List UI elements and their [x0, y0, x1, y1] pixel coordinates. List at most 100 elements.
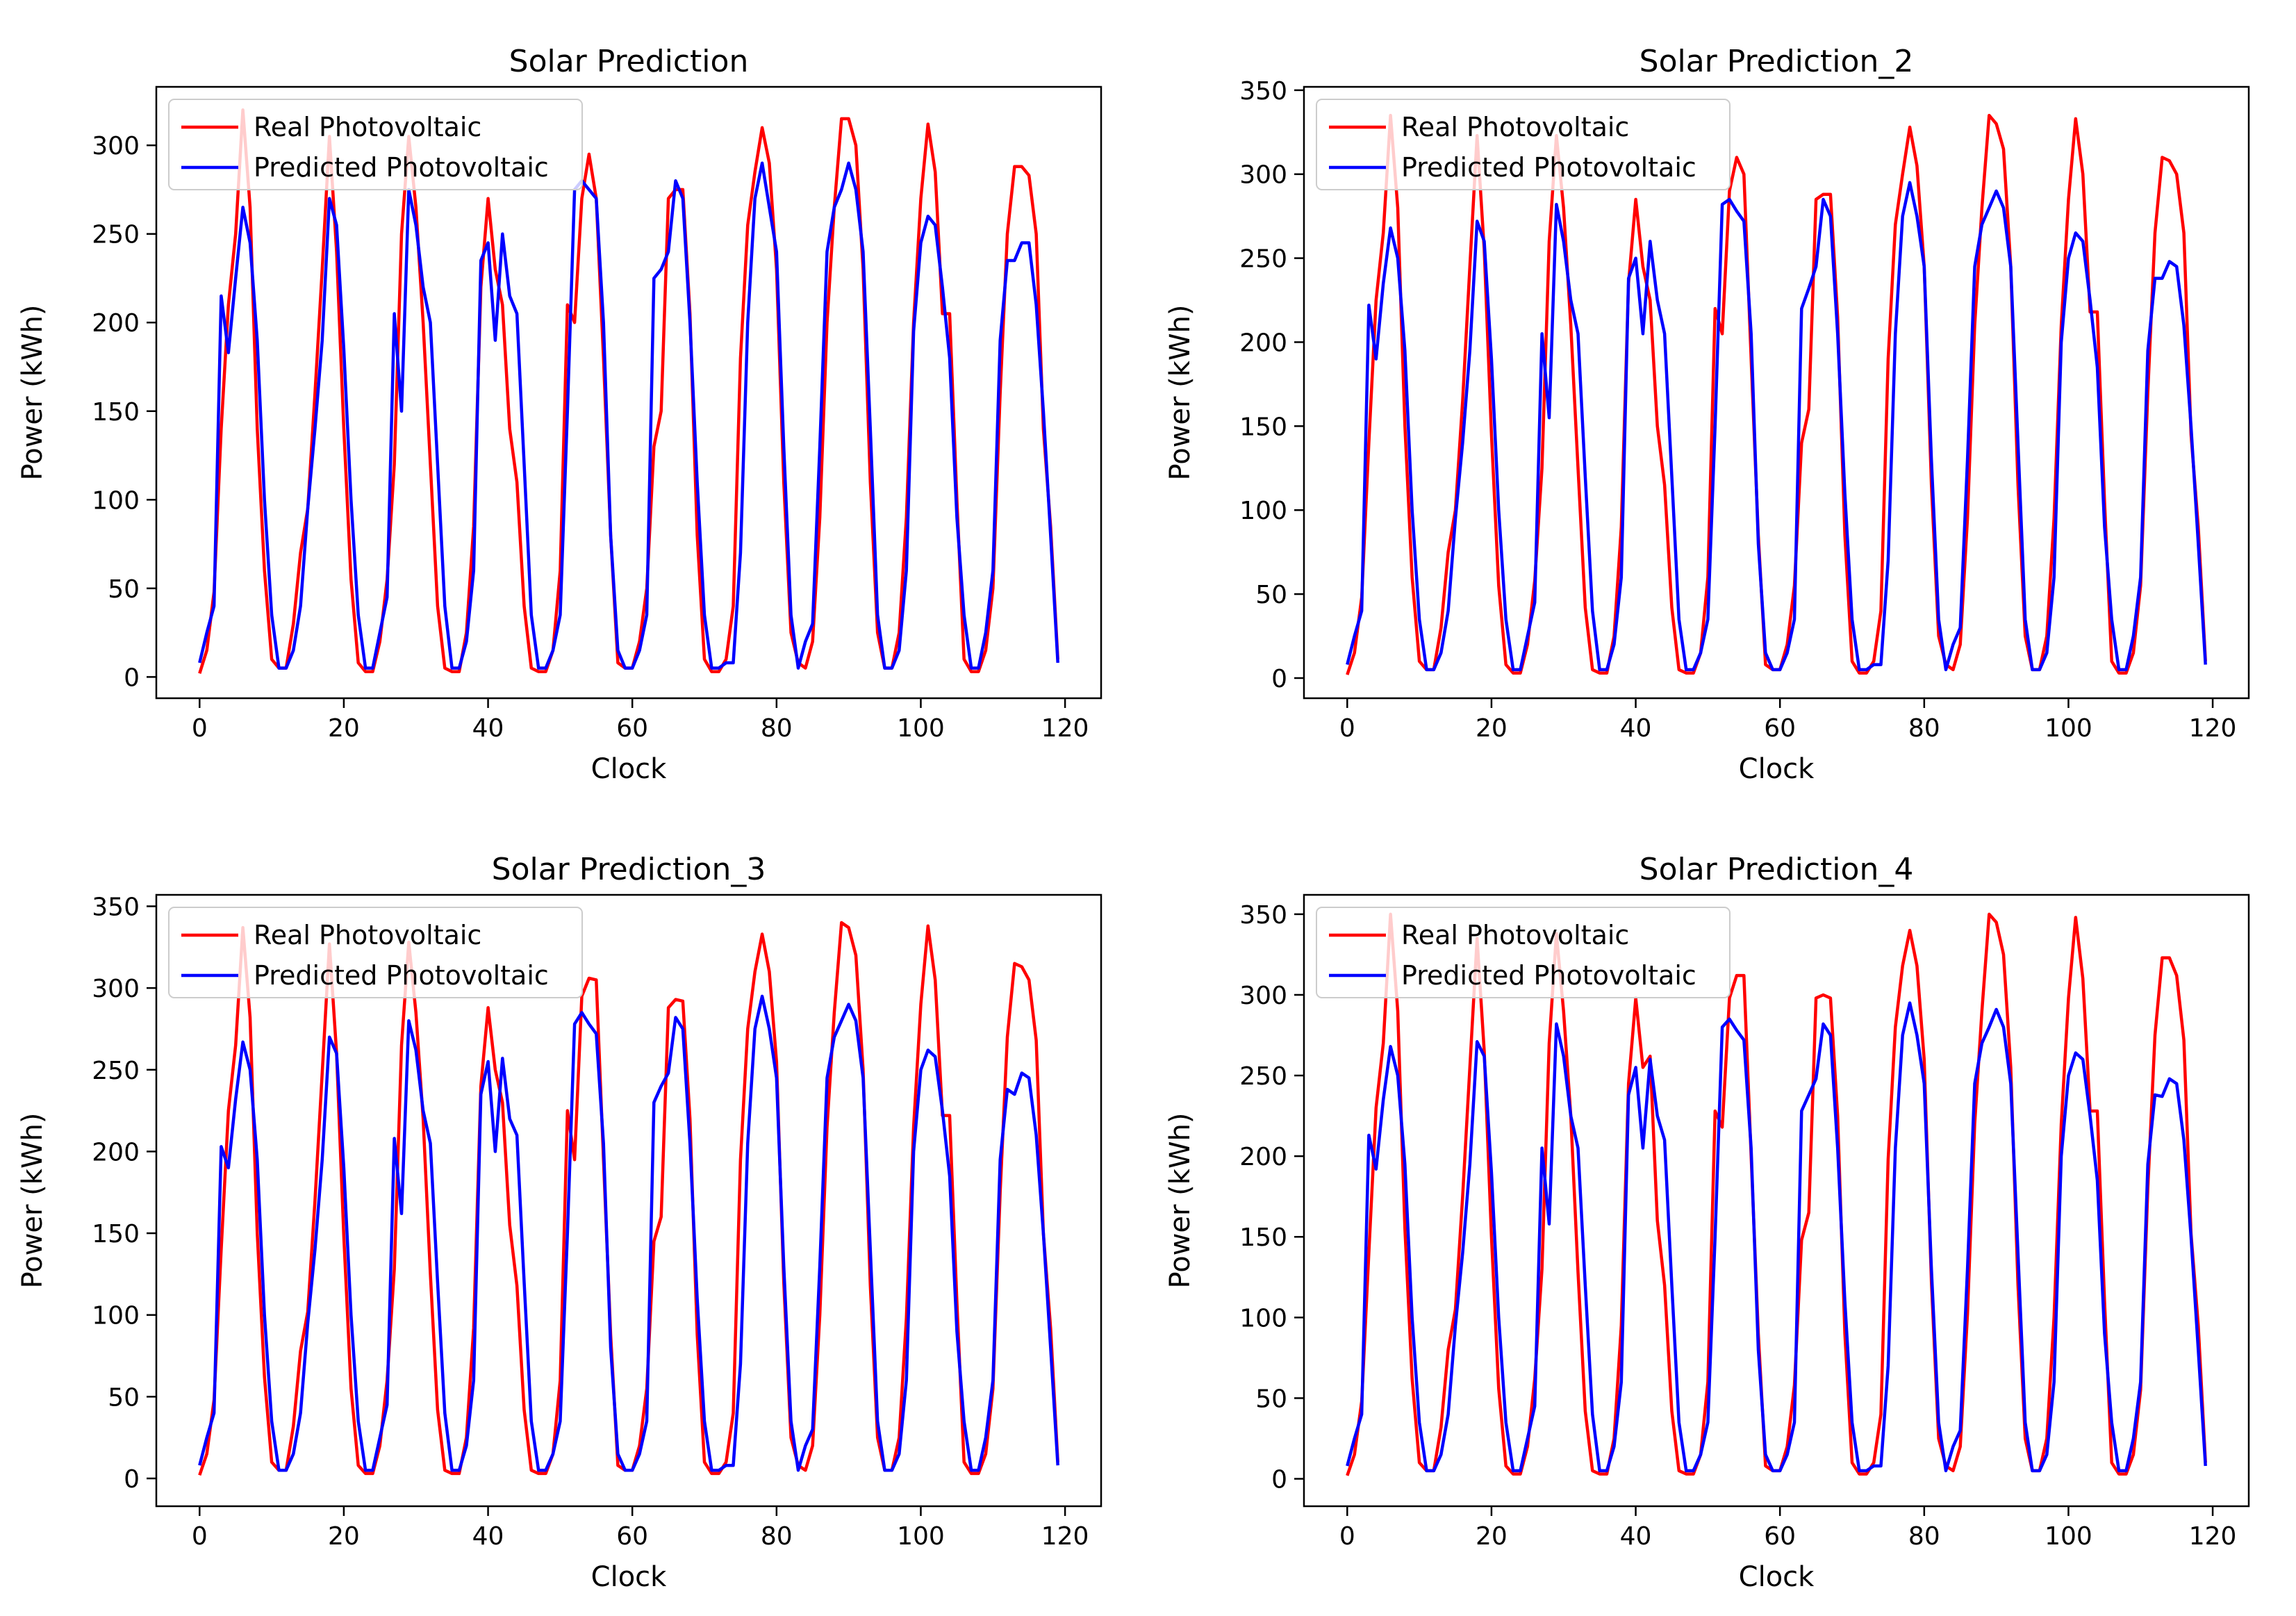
x-axis-label: Clock	[1739, 753, 1815, 785]
y-tick-label: 0	[1271, 1466, 1287, 1494]
chart-solar-prediction-4: Solar Prediction_4 Clock Power (kWh) 0 20 40 6…	[1164, 852, 2250, 1593]
x-tick-label: 0	[192, 714, 208, 743]
legend: Real Photovoltaic Predicted Photovoltaic	[168, 99, 583, 190]
x-tick-label: 20	[328, 714, 360, 743]
y-tick-label: 350	[1239, 901, 1287, 930]
y-tick-label: 300	[92, 975, 140, 1003]
y-tick-label: 350	[1239, 77, 1287, 106]
legend: Real Photovoltaic Predicted Photovoltaic	[1316, 99, 1731, 190]
series-line-real	[198, 921, 1059, 1476]
y-tick-label: 0	[1271, 665, 1287, 693]
y-tick-label: 250	[92, 1057, 140, 1085]
series-line-real	[1346, 113, 2207, 675]
chart-title: Solar Prediction_2	[1640, 44, 1914, 79]
legend-label-predicted: Predicted Photovoltaic	[254, 960, 549, 991]
y-tick-label: 150	[1239, 1223, 1287, 1252]
y-tick-label: 50	[108, 575, 140, 604]
legend: Real Photovoltaic Predicted Photovoltaic	[168, 907, 583, 998]
series-line-predicted	[198, 161, 1059, 670]
x-tick-label: 100	[897, 1522, 945, 1551]
y-tick-label: 250	[92, 221, 140, 249]
y-tick-label: 150	[92, 1220, 140, 1248]
y-tick-label: 200	[1239, 329, 1287, 357]
x-tick-label: 40	[472, 714, 504, 743]
chart-solar-prediction: Solar Prediction Clock Power (kWh) 0 20 40 60 8…	[17, 44, 1102, 785]
x-tick-label: 40	[1620, 1522, 1652, 1551]
y-tick-label: 200	[92, 309, 140, 338]
legend-label-predicted: Predicted Photovoltaic	[254, 152, 549, 183]
legend-label-real: Real Photovoltaic	[1401, 112, 1629, 142]
x-axis-label: Clock	[591, 1561, 668, 1593]
series-line-predicted	[198, 994, 1059, 1472]
legend-label-real: Real Photovoltaic	[1401, 920, 1629, 950]
y-axis-label: Power (kWh)	[1164, 305, 1196, 481]
x-tick-label: 80	[1908, 714, 1940, 743]
plot-frame	[1303, 85, 2250, 700]
y-tick-label: 0	[124, 1465, 140, 1494]
plot-frame	[155, 893, 1102, 1508]
y-tick-label: 300	[92, 132, 140, 160]
x-tick-label: 60	[1764, 714, 1796, 743]
x-tick-label: 60	[616, 714, 648, 743]
x-tick-label: 20	[1476, 1522, 1508, 1551]
x-tick-label: 120	[2189, 1522, 2237, 1551]
chart-title: Solar Prediction_4	[1640, 852, 1914, 887]
plot-frame	[1303, 893, 2250, 1508]
y-axis-label: Power (kWh)	[1164, 1113, 1196, 1289]
legend-label-real: Real Photovoltaic	[254, 920, 481, 950]
x-tick-label: 100	[897, 714, 945, 743]
y-axis-label: Power (kWh)	[17, 305, 49, 481]
legend-box	[168, 99, 583, 190]
y-tick-label: 200	[92, 1138, 140, 1166]
x-tick-label: 0	[192, 1522, 208, 1551]
y-tick-label: 300	[1239, 982, 1287, 1010]
x-tick-label: 0	[1339, 714, 1355, 743]
series-line-real	[1346, 912, 2207, 1476]
x-tick-label: 120	[1041, 1522, 1089, 1551]
y-tick-label: 100	[1239, 497, 1287, 525]
plot-frame	[155, 85, 1102, 700]
y-tick-label: 100	[92, 486, 140, 515]
x-tick-label: 80	[1908, 1522, 1940, 1551]
series-line-predicted	[1346, 181, 2207, 672]
x-tick-label: 120	[2189, 714, 2237, 743]
series-line-predicted	[1346, 1001, 2207, 1473]
x-axis-label: Clock	[1739, 1561, 1815, 1593]
chart-solar-prediction-2: Solar Prediction_2 Clock Power (kWh) 0 20 40 6…	[1164, 44, 2250, 785]
y-tick-label: 350	[92, 893, 140, 921]
legend: Real Photovoltaic Predicted Photovoltaic	[1316, 907, 1731, 998]
chart-solar-prediction-3: Solar Prediction_3 Clock Power (kWh) 0 20 40 6…	[17, 852, 1102, 1593]
y-tick-label: 250	[1239, 245, 1287, 274]
y-tick-label: 150	[1239, 413, 1287, 441]
y-axis-label: Power (kWh)	[17, 1113, 49, 1289]
x-tick-label: 40	[1620, 714, 1652, 743]
legend-box	[1316, 907, 1731, 998]
legend-box	[168, 907, 583, 998]
y-tick-label: 150	[92, 398, 140, 427]
chart-title: Solar Prediction_3	[492, 852, 766, 887]
y-tick-label: 50	[1255, 1385, 1287, 1413]
y-tick-label: 100	[1239, 1304, 1287, 1333]
x-tick-label: 120	[1041, 714, 1089, 743]
y-tick-label: 300	[1239, 161, 1287, 190]
x-tick-label: 20	[1476, 714, 1508, 743]
y-tick-label: 100	[92, 1302, 140, 1330]
y-tick-label: 200	[1239, 1143, 1287, 1171]
x-axis-label: Clock	[591, 753, 668, 785]
y-tick-label: 50	[1255, 581, 1287, 609]
x-tick-label: 40	[472, 1522, 504, 1551]
x-tick-label: 60	[1764, 1522, 1796, 1551]
y-tick-label: 0	[124, 663, 140, 692]
y-tick-label: 250	[1239, 1062, 1287, 1091]
x-tick-label: 100	[2045, 714, 2092, 743]
legend-label-predicted: Predicted Photovoltaic	[1401, 152, 1696, 183]
x-tick-label: 0	[1339, 1522, 1355, 1551]
legend-label-predicted: Predicted Photovoltaic	[1401, 960, 1696, 991]
x-tick-label: 100	[2045, 1522, 2092, 1551]
x-tick-label: 80	[761, 714, 793, 743]
legend-box	[1316, 99, 1731, 190]
y-tick-label: 50	[108, 1383, 140, 1412]
series-line-real	[198, 108, 1059, 674]
chart-title: Solar Prediction	[509, 44, 749, 79]
x-tick-label: 60	[616, 1522, 648, 1551]
